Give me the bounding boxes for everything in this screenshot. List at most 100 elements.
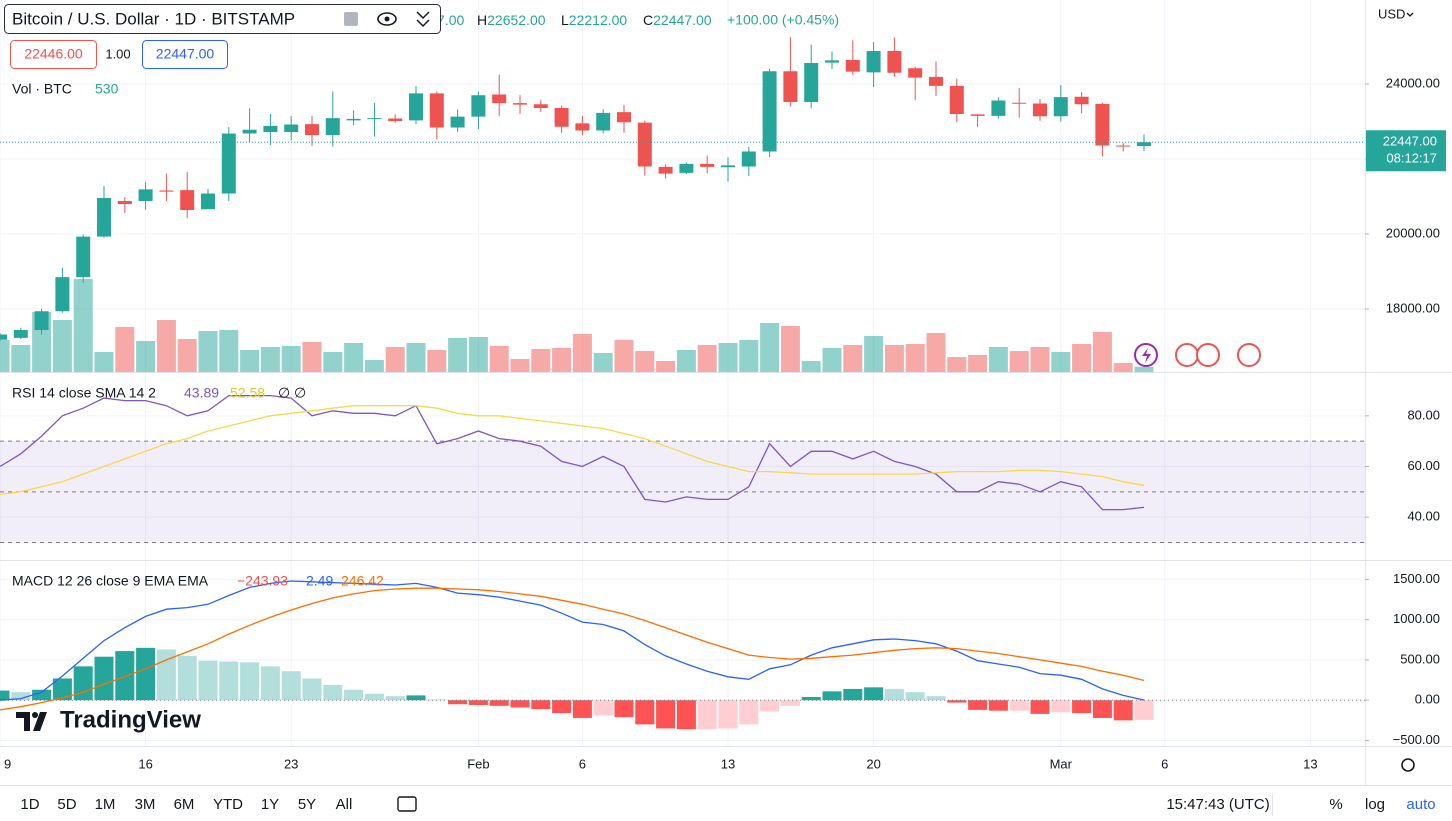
- candle-body: [679, 163, 694, 173]
- ohlc-close: C22447.00: [643, 12, 712, 28]
- volume-bar: [11, 345, 31, 372]
- ohlc-high: H22652.00: [477, 12, 546, 28]
- candle-body: [450, 116, 465, 128]
- histogram-bar: [1030, 700, 1050, 714]
- eye-icon[interactable]: [377, 12, 397, 26]
- percent-toggle[interactable]: %: [1329, 796, 1342, 813]
- range-button[interactable]: All: [336, 796, 353, 813]
- volume-bar: [427, 350, 447, 372]
- volume-bar: [947, 357, 967, 372]
- log-toggle[interactable]: log: [1365, 796, 1385, 813]
- histogram-bar: [801, 696, 821, 701]
- plot-layer: [0, 37, 1365, 730]
- candle-body: [596, 112, 611, 131]
- x-tick-label: 6: [579, 756, 586, 771]
- volume-bar: [406, 343, 426, 372]
- candle-body: [429, 93, 444, 128]
- volume-bar: [1009, 351, 1029, 372]
- quantity[interactable]: 1.00: [105, 46, 130, 61]
- compare-icon[interactable]: [397, 796, 417, 812]
- volume-bar: [1134, 366, 1154, 372]
- volume-bar: [1072, 344, 1092, 372]
- volume-bar: [0, 340, 10, 372]
- candle-body: [721, 165, 735, 168]
- candle-body: [1012, 102, 1027, 104]
- sell-price[interactable]: 22446.00: [24, 46, 83, 62]
- histogram-bar: [448, 700, 468, 705]
- volume-bar: [572, 334, 592, 372]
- volume-bar: [489, 346, 509, 372]
- candle-body: [1116, 145, 1131, 147]
- economic-event[interactable]: [1175, 343, 1199, 367]
- volume-bar: [697, 345, 717, 372]
- volume-bar: [739, 340, 759, 372]
- economic-event[interactable]: [1237, 343, 1261, 367]
- histogram-bar: [718, 700, 738, 729]
- volume-bar: [260, 347, 280, 372]
- volume-bar: [635, 351, 655, 372]
- histogram-bar: [572, 700, 592, 718]
- volume-bar: [344, 343, 364, 372]
- logo-mark: [16, 712, 47, 731]
- candle-body: [117, 201, 132, 204]
- range-button[interactable]: 5D: [57, 796, 76, 813]
- histogram-bar: [489, 700, 509, 706]
- volume-bar: [760, 323, 780, 372]
- range-button[interactable]: 1D: [20, 796, 39, 813]
- volume-bar: [614, 340, 634, 372]
- economic-event[interactable]: [1196, 343, 1220, 367]
- histogram-bar: [822, 691, 842, 701]
- clock[interactable]: 15:47:43 (UTC): [1166, 796, 1269, 813]
- last-price: 22447.00: [1383, 134, 1437, 149]
- volume-bar: [1051, 352, 1071, 372]
- histogram-bar: [323, 684, 343, 701]
- ohlc-value: 22212.00: [569, 12, 628, 28]
- buy-price[interactable]: 22447.00: [156, 46, 215, 62]
- ohlc-key: H: [477, 12, 487, 28]
- macd-value: 2.49: [306, 573, 333, 589]
- histogram-bar: [260, 666, 280, 701]
- histogram-bar: [385, 696, 405, 701]
- frame: [0, 0, 1452, 786]
- range-button[interactable]: 5Y: [298, 796, 316, 813]
- icon[interactable]: [344, 12, 358, 26]
- candle-body: [201, 193, 215, 210]
- eye-icon: [384, 16, 390, 22]
- candle-body: [804, 63, 819, 102]
- candle-body: [617, 112, 631, 123]
- rsi-sma-value: 52.58: [230, 385, 265, 401]
- macd-signal-value: 246.42: [341, 573, 384, 589]
- auto-toggle[interactable]: auto: [1406, 796, 1435, 813]
- candle-body: [325, 118, 340, 135]
- range-button[interactable]: YTD: [213, 796, 243, 813]
- candle-body: [1095, 103, 1110, 146]
- range-button[interactable]: 1M: [95, 796, 116, 813]
- range-button[interactable]: 6M: [174, 796, 195, 813]
- range-button[interactable]: 3M: [135, 796, 156, 813]
- buy-button[interactable]: [142, 40, 228, 69]
- currency[interactable]: USD: [1378, 6, 1405, 21]
- sell-button[interactable]: [10, 40, 97, 69]
- histogram-bar: [593, 700, 613, 716]
- symbol-box[interactable]: [4, 4, 441, 34]
- rsi-extra: ∅: [294, 385, 306, 401]
- candle-body: [929, 76, 943, 86]
- volume-bar: [676, 350, 696, 372]
- histogram-bar: [52, 678, 72, 701]
- candle-body: [533, 104, 548, 108]
- collapse-icon[interactable]: [416, 11, 430, 28]
- range-button[interactable]: 1Y: [261, 796, 279, 813]
- histogram-bar: [468, 700, 488, 706]
- ohlc-low: L22212.00: [561, 12, 627, 28]
- histogram-bar: [926, 696, 946, 701]
- candle-body: [825, 60, 839, 63]
- volume-bar: [323, 352, 343, 372]
- candle-body: [97, 198, 111, 237]
- volume-bar: [177, 339, 197, 372]
- y-tick-label: 0.00: [1415, 692, 1440, 707]
- settings-icon[interactable]: [1401, 758, 1415, 772]
- histogram-bar: [302, 678, 322, 701]
- candle-body: [1033, 103, 1047, 117]
- volume-bar: [385, 347, 405, 372]
